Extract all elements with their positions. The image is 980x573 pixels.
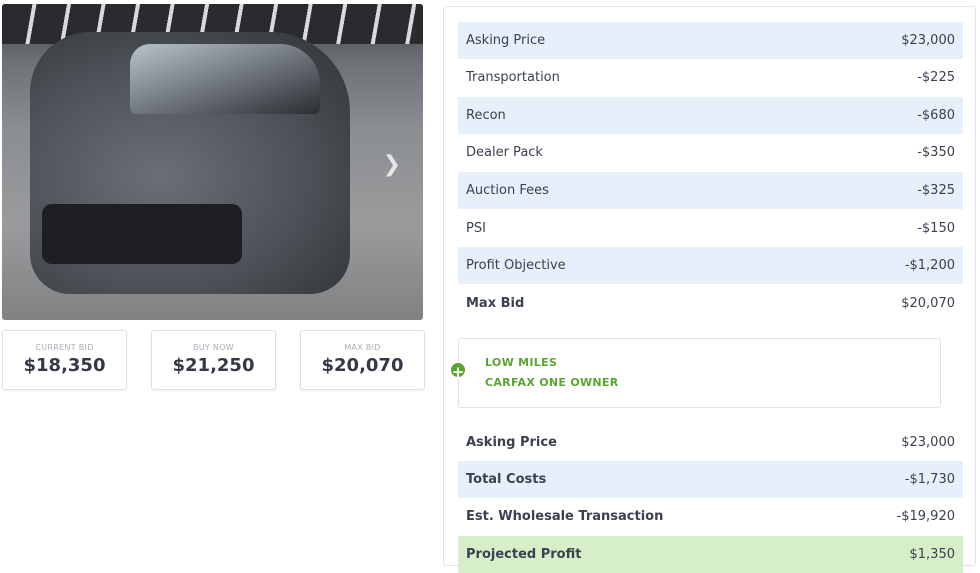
summary-label: Projected Profit [466,547,582,562]
summary-value: $23,000 [901,435,955,450]
max-bid-card: MAX BID $20,070 [300,330,425,390]
bid-value: $20,070 [321,355,404,376]
summary-label: Total Costs [466,472,547,487]
current-bid-card: CURRENT BID $18,350 [2,330,127,390]
cost-label: Asking Price [466,33,546,48]
photo-grille [42,204,242,264]
cost-value: $23,000 [901,33,955,48]
cost-label: Profit Objective [466,258,566,273]
summary-label: Est. Wholesale Transaction [466,509,664,524]
bid-label: MAX BID [344,343,381,352]
buy-now-card[interactable]: BUY NOW $21,250 [151,330,276,390]
cost-row: Dealer Pack -$350 [458,134,963,171]
cost-value: -$225 [917,70,955,85]
cost-value: $20,070 [901,296,955,311]
cost-breakdown-panel: Asking Price $23,000 Transportation -$225 … [443,6,976,573]
plus-circle-icon[interactable]: + [449,361,467,381]
photo-windshield [130,44,320,114]
cost-value: -$1,200 [904,258,955,273]
cost-value: -$350 [917,145,955,160]
cost-value: -$680 [917,108,955,123]
summary-row: Est. Wholesale Transaction -$19,920 [458,498,963,535]
cost-row: Recon -$680 [458,97,963,134]
cost-row: Profit Objective -$1,200 [458,247,963,284]
bid-value: $18,350 [23,355,106,376]
cost-row: Asking Price $23,000 [458,22,963,59]
summary-row: Total Costs -$1,730 [458,461,963,498]
cost-value: -$325 [917,183,955,198]
cost-row: PSI -$150 [458,210,963,247]
vehicle-notes: + LOW MILES CARFAX ONE OWNER [449,338,941,408]
max-bid-row: Max Bid $20,070 [458,285,963,322]
vehicle-photo[interactable]: ❯ [2,4,423,320]
cost-row: Auction Fees -$325 [458,172,963,209]
cost-row: Transportation -$225 [458,59,963,96]
summary-row: Asking Price $23,000 [458,424,963,461]
bid-value: $21,250 [172,355,255,376]
cost-label: Transportation [466,70,560,85]
bid-label: CURRENT BID [35,343,94,352]
note-item: CARFAX ONE OWNER [485,376,619,389]
chevron-right-icon[interactable]: ❯ [382,152,401,177]
cost-label: PSI [466,221,486,236]
cost-label: Max Bid [466,296,525,311]
summary-value: -$19,920 [896,509,955,524]
projected-profit-row: Projected Profit $1,350 [458,536,963,573]
cost-label: Recon [466,108,506,123]
cost-label: Dealer Pack [466,145,543,160]
cost-label: Auction Fees [466,183,549,198]
summary-label: Asking Price [466,435,557,450]
summary-value: -$1,730 [904,472,955,487]
bid-label: BUY NOW [192,343,235,352]
cost-value: -$150 [917,221,955,236]
note-item: LOW MILES [485,356,558,369]
summary-value: $1,350 [909,547,956,562]
